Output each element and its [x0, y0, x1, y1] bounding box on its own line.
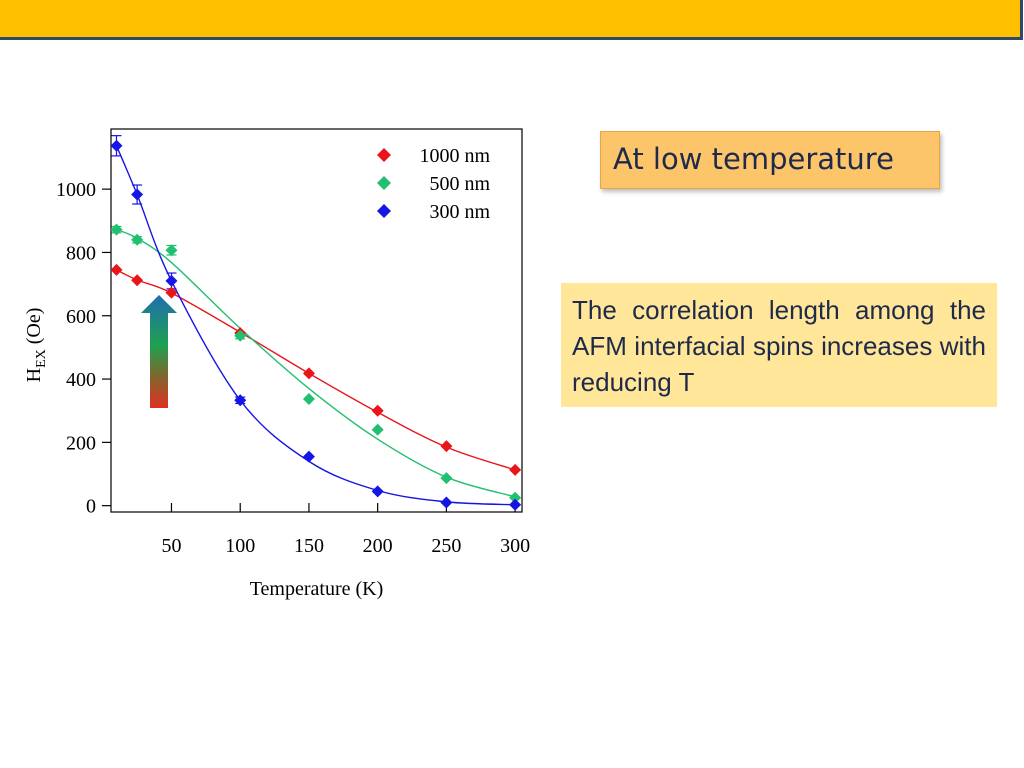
x-axis: 50 100 150 200 250 300	[161, 503, 530, 557]
data-point	[131, 188, 144, 201]
y-tick-label: 800	[66, 242, 96, 264]
data-point	[131, 233, 144, 246]
data-point	[234, 394, 247, 407]
x-axis-label: Temperature (K)	[250, 578, 384, 600]
data-point	[509, 463, 522, 476]
y-tick-label: 0	[86, 496, 96, 518]
data-point	[110, 263, 123, 276]
legend-marker	[377, 148, 391, 162]
y-tick-label: 400	[66, 369, 96, 391]
increase-arrow	[141, 295, 177, 408]
legend-marker	[377, 204, 391, 218]
data-point	[509, 498, 522, 511]
data-point	[165, 286, 178, 299]
x-tick-label: 50	[161, 535, 181, 557]
fit-line	[116, 269, 516, 471]
data-points	[110, 139, 522, 511]
legend-label: 300 nm	[429, 201, 490, 223]
data-point	[165, 274, 178, 287]
legend: 1000 nm 500 nm 300 nm	[377, 145, 490, 223]
data-point	[440, 472, 453, 485]
data-point	[440, 440, 453, 453]
exchange-bias-chart: 0 200 400 600 800 1000 50 100 150 200 250 300 Temp…	[23, 128, 530, 600]
x-tick-label: 250	[431, 535, 461, 557]
data-point	[234, 329, 247, 342]
data-point	[165, 244, 178, 257]
header-bar	[0, 0, 1023, 40]
data-point	[110, 223, 123, 236]
data-point	[440, 496, 453, 509]
y-tick-label: 1000	[56, 179, 96, 201]
data-point	[302, 450, 315, 463]
data-point	[302, 367, 315, 380]
x-tick-label: 300	[500, 535, 530, 557]
fit-curves	[115, 145, 516, 506]
fit-line	[116, 229, 516, 498]
data-point	[371, 423, 384, 436]
legend-marker	[377, 176, 391, 190]
data-point	[302, 392, 315, 405]
legend-label: 1000 nm	[419, 145, 490, 167]
x-tick-label: 150	[294, 535, 324, 557]
data-point	[371, 404, 384, 417]
note-text: The correlation length among the AFM int…	[572, 295, 986, 397]
plot-frame	[110, 128, 523, 513]
fit-line	[115, 145, 516, 506]
callout-box: At low temperature	[600, 131, 940, 189]
callout-title: At low temperature	[613, 142, 894, 176]
y-axis: 0 200 400 600 800 1000	[56, 179, 111, 518]
y-tick-label: 200	[66, 432, 96, 454]
data-point	[131, 274, 144, 287]
x-tick-label: 100	[225, 535, 255, 557]
data-point	[110, 139, 123, 152]
note-box: The correlation length among the AFM int…	[561, 283, 997, 407]
legend-label: 500 nm	[429, 173, 490, 195]
y-axis-label: HEX (Oe)	[23, 308, 49, 383]
y-tick-label: 600	[66, 306, 96, 328]
data-point	[509, 491, 522, 504]
data-point	[371, 485, 384, 498]
x-tick-label: 200	[363, 535, 393, 557]
